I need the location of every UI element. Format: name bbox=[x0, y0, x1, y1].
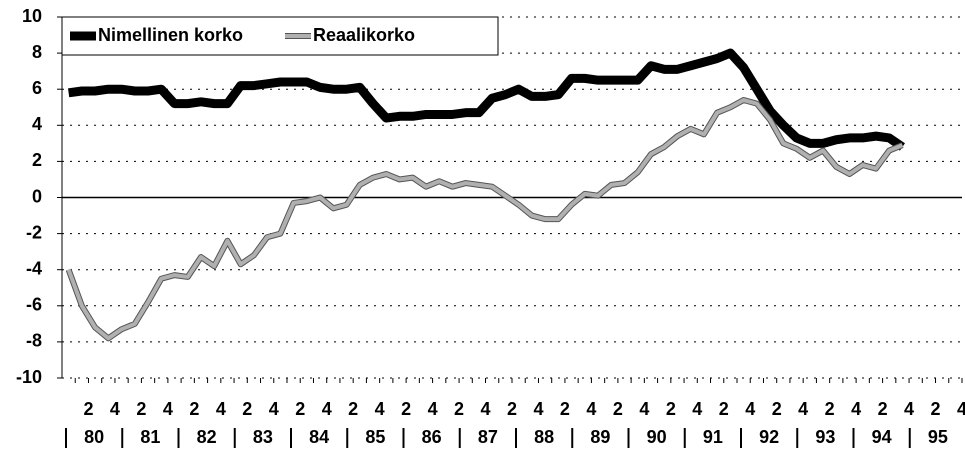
year-label: 86 bbox=[422, 427, 442, 447]
year-label: 88 bbox=[534, 427, 554, 447]
x-tick-label: 4 bbox=[692, 399, 702, 419]
x-tick-label: 2 bbox=[189, 399, 199, 419]
legend-label: Reaalikorko bbox=[313, 25, 415, 45]
year-label: 95 bbox=[928, 427, 948, 447]
x-tick-label: 2 bbox=[560, 399, 570, 419]
x-tick-label: 4 bbox=[745, 399, 755, 419]
x-tick-label: 2 bbox=[401, 399, 411, 419]
y-tick-label: -10 bbox=[16, 367, 42, 387]
x-tick-label: 2 bbox=[295, 399, 305, 419]
x-tick-label: 2 bbox=[242, 399, 252, 419]
x-tick-label: 4 bbox=[269, 399, 279, 419]
x-tick-label: 4 bbox=[851, 399, 861, 419]
year-label: 90 bbox=[647, 427, 667, 447]
year-label: 87 bbox=[478, 427, 498, 447]
x-tick-label: 2 bbox=[878, 399, 888, 419]
y-tick-label: 10 bbox=[22, 6, 42, 26]
x-tick-label: 4 bbox=[163, 399, 173, 419]
x-tick-label: 4 bbox=[428, 399, 438, 419]
year-label: 94 bbox=[872, 427, 892, 447]
y-tick-label: 6 bbox=[32, 78, 42, 98]
x-tick-label: 4 bbox=[957, 399, 965, 419]
year-label: 85 bbox=[365, 427, 385, 447]
x-tick-label: 2 bbox=[719, 399, 729, 419]
legend-box bbox=[61, 16, 499, 56]
y-tick-label: 2 bbox=[32, 150, 42, 170]
y-tick-label: 4 bbox=[32, 114, 42, 134]
year-label: 84 bbox=[309, 427, 329, 447]
x-tick-label: 4 bbox=[216, 399, 226, 419]
x-tick-label: 2 bbox=[613, 399, 623, 419]
x-tick-label: 2 bbox=[83, 399, 93, 419]
year-label: 81 bbox=[140, 427, 160, 447]
x-tick-label: 2 bbox=[666, 399, 676, 419]
x-tick-label: 4 bbox=[904, 399, 914, 419]
legend-label: Nimellinen korko bbox=[98, 25, 243, 45]
x-tick-label: 2 bbox=[136, 399, 146, 419]
x-tick-label: 4 bbox=[322, 399, 332, 419]
x-tick-label: 4 bbox=[110, 399, 120, 419]
year-label: 83 bbox=[253, 427, 273, 447]
series-line bbox=[66, 98, 904, 341]
x-tick-label: 2 bbox=[348, 399, 358, 419]
year-label: 82 bbox=[197, 427, 217, 447]
y-tick-label: 8 bbox=[32, 42, 42, 62]
x-tick-label: 2 bbox=[931, 399, 941, 419]
y-tick-label: 0 bbox=[32, 186, 42, 206]
year-label: 80 bbox=[84, 427, 104, 447]
series-line bbox=[68, 48, 905, 151]
year-label: 92 bbox=[759, 427, 779, 447]
x-tick-label: 2 bbox=[772, 399, 782, 419]
x-tick-label: 4 bbox=[639, 399, 649, 419]
x-tick-label: 4 bbox=[533, 399, 543, 419]
x-tick-label: 2 bbox=[454, 399, 464, 419]
y-tick-label: -2 bbox=[26, 222, 42, 242]
x-tick-label: 4 bbox=[375, 399, 385, 419]
x-tick-label: 2 bbox=[507, 399, 517, 419]
x-tick-label: 4 bbox=[586, 399, 596, 419]
year-label: 89 bbox=[590, 427, 610, 447]
x-tick-label: 4 bbox=[481, 399, 491, 419]
year-label: 93 bbox=[815, 427, 835, 447]
y-tick-label: -6 bbox=[26, 295, 42, 315]
year-label: 91 bbox=[703, 427, 723, 447]
x-tick-label: 2 bbox=[825, 399, 835, 419]
y-tick-label: -8 bbox=[26, 331, 42, 351]
y-tick-label: -4 bbox=[26, 258, 42, 278]
x-tick-label: 4 bbox=[798, 399, 808, 419]
